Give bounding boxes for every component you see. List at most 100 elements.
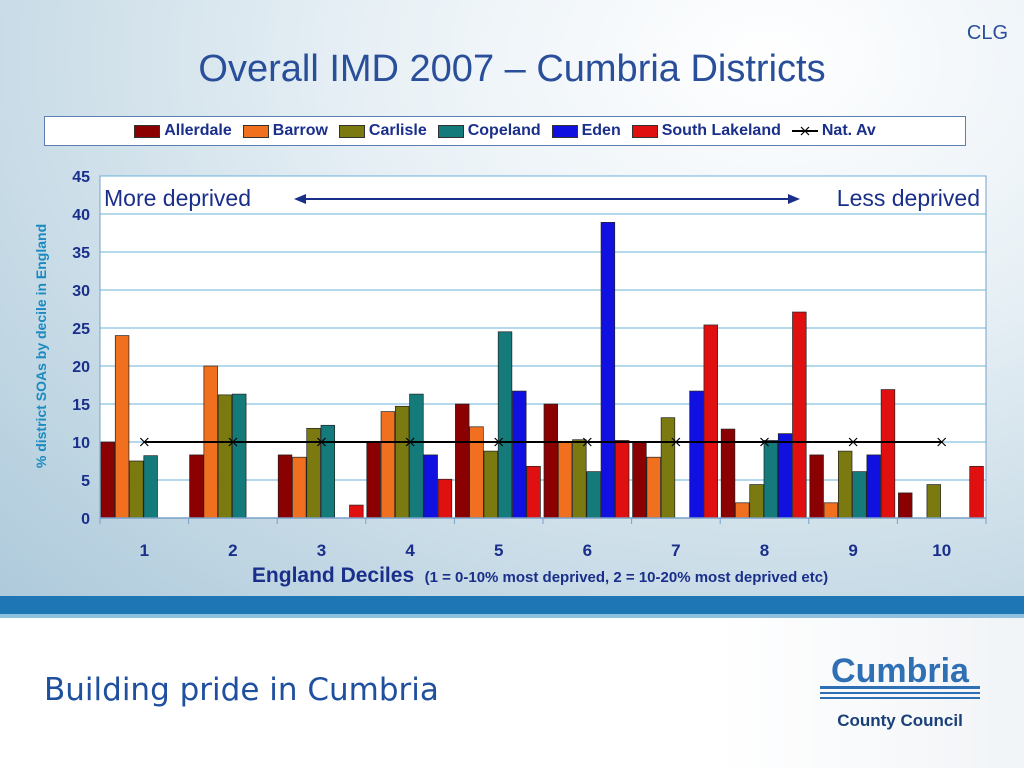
- bar-barrow: [292, 456, 307, 519]
- legend-swatch: [437, 124, 464, 138]
- legend-item-nat-av: Nat. Av: [791, 122, 876, 140]
- x-tick-label: 3: [317, 541, 326, 560]
- bar-barrow: [823, 502, 839, 519]
- reference-marker: [582, 437, 592, 447]
- reference-marker: [317, 437, 326, 447]
- bar-allerdale: [543, 403, 559, 519]
- bar-allerdale: [898, 492, 913, 519]
- legend-label: Barrow: [272, 122, 328, 139]
- bar-south-lakeland: [526, 465, 541, 519]
- bar-eden: [512, 390, 527, 519]
- bar-eden: [600, 222, 616, 519]
- bar-eden: [423, 454, 438, 519]
- footer-tagline: Building pride in Cumbria: [44, 672, 439, 708]
- bar-copeland: [586, 471, 601, 519]
- bars-layer: [100, 222, 984, 519]
- bar-carlisle: [837, 450, 853, 519]
- y-tick-label: 5: [81, 473, 90, 490]
- legend-swatch: [134, 124, 161, 138]
- y-tick-label: 10: [72, 435, 90, 452]
- reference-marker: [405, 437, 415, 447]
- y-tick-label: 0: [81, 511, 90, 528]
- x-axis-label: England Deciles: [252, 564, 414, 587]
- reference-marker: [494, 437, 504, 447]
- bar-allerdale: [632, 441, 647, 519]
- annotation-layer: More deprived Less deprived: [104, 185, 980, 211]
- x-tick-label: 5: [494, 541, 503, 560]
- y-tick-label: 40: [72, 207, 90, 224]
- chart-legend: Allerdale Barrow Carlisle Copeland Eden South…: [44, 116, 966, 146]
- bar-south-lakeland: [349, 504, 364, 519]
- annotation-less-deprived: Less deprived: [837, 185, 980, 211]
- y-tick-label: 15: [72, 397, 90, 414]
- reference-marker: [848, 437, 858, 447]
- legend-swatch: [631, 124, 658, 138]
- bar-eden: [689, 390, 704, 519]
- y-tick-label: 35: [72, 245, 90, 262]
- bar-carlisle: [483, 450, 498, 519]
- reference-line-layer: [139, 437, 947, 447]
- bar-barrow: [646, 456, 661, 519]
- bar-barrow: [557, 441, 573, 519]
- reference-marker: [228, 437, 238, 447]
- x-tick-label: 6: [583, 541, 592, 560]
- y-tick-label: 45: [72, 169, 90, 186]
- bar-copeland: [852, 471, 867, 519]
- y-tick-label: 25: [72, 321, 90, 338]
- x-tick-label: 10: [932, 541, 951, 560]
- bar-copeland: [232, 393, 247, 519]
- legend-item-copeland: Copeland: [437, 122, 541, 140]
- legend-item-south-lakeland: South Lakeland: [631, 122, 781, 140]
- logo-subtitle: County Council: [837, 711, 963, 730]
- bar-barrow: [114, 335, 130, 519]
- cumbria-county-council-logo: Cumbria County Council: [820, 652, 980, 730]
- legend-swatch: [338, 124, 365, 138]
- bar-barrow: [735, 502, 750, 519]
- legend-line-marker: [791, 126, 818, 136]
- bar-south-lakeland: [614, 440, 630, 519]
- bar-eden: [866, 454, 881, 519]
- double-arrow: [294, 194, 800, 204]
- axis-layer: 1 2 3 4 5 6 7 8 9 10: [99, 517, 987, 560]
- legend-item-carlisle: Carlisle: [338, 122, 427, 140]
- bar-copeland: [763, 440, 779, 519]
- footer-stripe-light: [0, 614, 1024, 618]
- legend-item-allerdale: Allerdale: [134, 122, 232, 140]
- legend-swatch: [242, 124, 269, 138]
- y-tick-label: 30: [72, 283, 90, 300]
- bar-eden: [777, 433, 793, 519]
- bar-allerdale: [809, 454, 824, 519]
- annotation-more-deprived: More deprived: [104, 185, 251, 211]
- slide-title: Overall IMD 2007 – Cumbria Districts: [198, 48, 826, 90]
- bar-copeland: [497, 331, 513, 519]
- reference-marker: [760, 437, 769, 447]
- x-tick-label: 7: [671, 541, 680, 560]
- bar-south-lakeland: [792, 311, 807, 519]
- bar-allerdale: [189, 454, 204, 519]
- bar-carlisle: [129, 460, 144, 519]
- y-axis-label: % district SOAs by decile in England: [33, 224, 49, 468]
- bar-carlisle: [572, 439, 587, 519]
- bar-south-lakeland: [880, 389, 896, 519]
- bar-barrow: [469, 426, 484, 519]
- legend-label: Nat. Av: [821, 122, 876, 139]
- reference-marker: [671, 437, 681, 447]
- bar-carlisle: [394, 405, 410, 519]
- bar-allerdale: [277, 454, 293, 519]
- y-tick-label: 20: [72, 359, 90, 376]
- legend-label: Allerdale: [164, 122, 232, 139]
- bar-carlisle: [660, 417, 676, 519]
- bar-south-lakeland: [437, 478, 453, 519]
- x-axis-label-group: England Deciles (1 = 0-10% most deprived…: [252, 564, 828, 587]
- bar-barrow: [380, 411, 396, 519]
- bar-carlisle: [217, 394, 233, 519]
- legend-label: Carlisle: [368, 122, 427, 139]
- footer-stripe: [0, 596, 1024, 614]
- reference-marker: [937, 437, 947, 447]
- bar-carlisle: [926, 484, 941, 519]
- x-tick-label: 8: [760, 541, 769, 560]
- corner-tag: CLG: [966, 22, 1008, 44]
- bar-carlisle: [749, 484, 764, 519]
- x-tick-label: 1: [140, 541, 149, 560]
